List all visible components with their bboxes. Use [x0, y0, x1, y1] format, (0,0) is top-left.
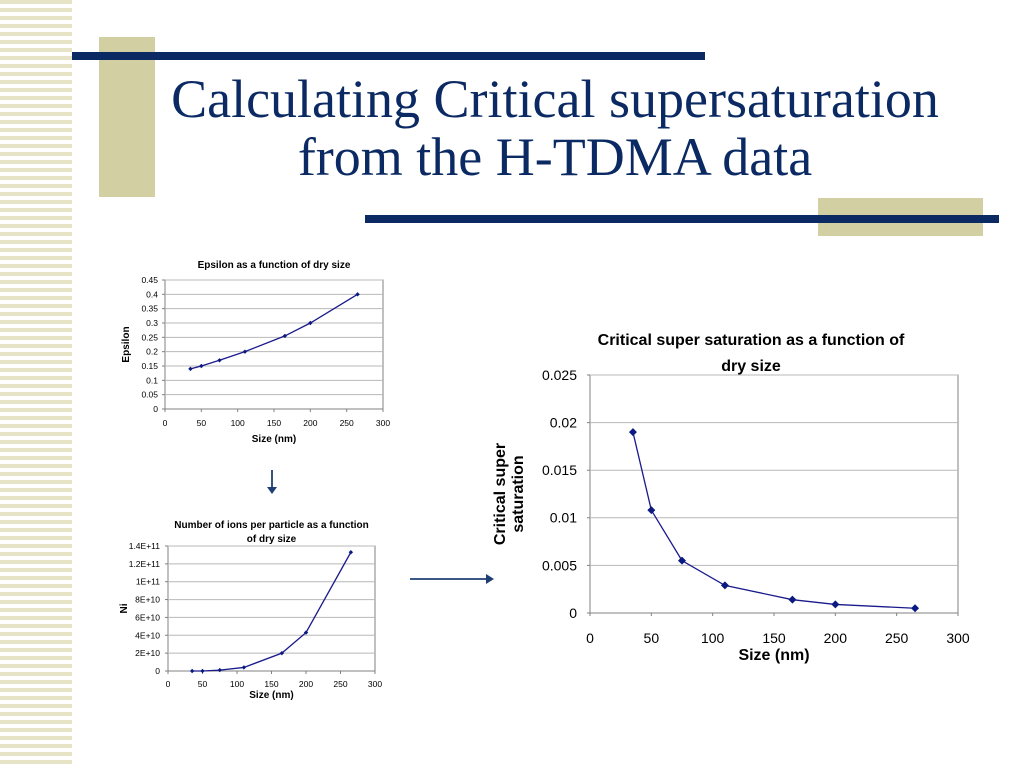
data-point [720, 581, 729, 590]
y-tick-label: 8E+10 [135, 595, 160, 605]
y-tick-label: 0.1 [146, 375, 158, 385]
decorative-rule-bottom [365, 215, 999, 223]
decorative-stripes [0, 0, 72, 768]
y-tick-label: 0.4 [146, 289, 158, 299]
data-point [348, 550, 354, 555]
y-tick-label: 0.02 [550, 415, 577, 431]
y-tick-label: 0.005 [542, 557, 577, 573]
slide-title-line-1: Calculating Critical supersaturation [171, 69, 939, 129]
y-tick-label: 0.45 [141, 275, 158, 285]
chart-3: 0 0.005 0.01 0.015 0.02 0.025 0 50 100 150 200 250 3… [492, 332, 970, 664]
x-tick-label: 100 [701, 630, 725, 646]
data-point [188, 366, 193, 372]
y-tick-label: 0 [569, 605, 577, 621]
data-point [308, 320, 313, 326]
x-tick-label: 100 [230, 679, 244, 689]
data-point [217, 358, 222, 363]
y-tick-label: 1E+11 [136, 577, 160, 587]
y-tick-label: 0.3 [146, 318, 158, 328]
y-axis-label: saturation [510, 455, 527, 532]
x-tick-label: 200 [303, 418, 317, 428]
x-tick-label: 200 [824, 630, 848, 646]
x-tick-label: 300 [376, 418, 390, 428]
x-tick-label: 150 [267, 418, 281, 428]
x-tick-label: 250 [340, 418, 354, 428]
data-point [242, 349, 248, 354]
y-tick-label: 6E+10 [135, 612, 160, 622]
data-point [217, 667, 222, 673]
y-axis-label: Epsilon [121, 326, 132, 362]
x-axis-label: Size (nm) [252, 434, 296, 445]
x-tick-label: 50 [644, 630, 660, 646]
x-tick-label: 250 [885, 630, 909, 646]
x-tick-label: 200 [299, 679, 313, 689]
x-tick-label: 150 [264, 679, 278, 689]
x-tick-label: 0 [166, 679, 171, 689]
chart-1: 0 0.05 0.1 0.15 0.2 0.25 0.3 0.35 0.4 0.45 0 50 100 1… [121, 260, 390, 445]
y-tick-label: 0.25 [141, 332, 158, 342]
chart-title: Number of ions per particle as a functio… [174, 520, 368, 531]
y-tick-label: 0 [153, 404, 158, 414]
chart-2: 0 2E+10 4E+10 6E+10 8E+10 1E+11 1.2E+11 1.4E+11… [119, 520, 382, 701]
x-tick-label: 250 [333, 679, 347, 689]
y-tick-label: 1.2E+11 [129, 559, 161, 569]
slide-title: Calculating Critical supersaturation fro… [100, 70, 1010, 186]
data-point [647, 506, 656, 515]
y-tick-label: 0.15 [141, 361, 158, 371]
chart-title: Critical super saturation as a function … [598, 332, 905, 349]
decorative-rule-top [72, 52, 705, 60]
x-tick-label: 50 [198, 679, 208, 689]
x-tick-label: 150 [762, 630, 786, 646]
y-tick-label: 0.2 [146, 347, 158, 357]
chart-title: of dry size [247, 534, 297, 545]
y-tick-label: 1.4E+11 [129, 541, 161, 551]
x-tick-label: 300 [946, 630, 970, 646]
data-point [628, 428, 637, 437]
y-tick-label: 0 [155, 666, 160, 676]
chart-title: Epsilon as a function of dry size [198, 260, 351, 271]
down-arrow-icon [267, 487, 277, 494]
decorative-block-top [99, 37, 155, 197]
data-point [199, 363, 204, 369]
x-tick-label: 0 [586, 630, 594, 646]
data-point [831, 600, 840, 609]
plot-area [167, 545, 376, 672]
x-tick-label: 50 [197, 418, 207, 428]
x-axis-label: Size (nm) [249, 690, 293, 701]
data-point [282, 333, 288, 339]
data-point [241, 665, 247, 670]
y-axis-label: Critical super [492, 443, 509, 545]
y-tick-label: 2E+10 [135, 648, 160, 658]
x-tick-label: 300 [368, 679, 382, 689]
data-point [788, 595, 797, 604]
y-tick-label: 0.35 [141, 304, 158, 314]
chart-title: dry size [721, 358, 781, 375]
y-tick-label: 0.015 [542, 462, 577, 478]
y-tick-label: 0.01 [550, 510, 577, 526]
data-point [678, 556, 686, 565]
right-arrow-icon [486, 574, 494, 584]
data-point [189, 668, 195, 674]
x-tick-label: 0 [163, 418, 168, 428]
data-point [911, 604, 920, 613]
y-tick-label: 0.05 [141, 390, 158, 400]
x-tick-label: 100 [231, 418, 245, 428]
data-point [279, 650, 285, 656]
y-axis-label: Ni [119, 603, 130, 613]
y-tick-label: 4E+10 [135, 630, 160, 640]
data-point [200, 668, 205, 674]
plot-area [589, 374, 959, 614]
x-axis-label: Size (nm) [738, 647, 809, 664]
slide-title-line-2: from the H-TDMA data [297, 127, 813, 187]
data-point [303, 630, 309, 635]
data-point [355, 292, 360, 297]
y-tick-label: 0.025 [542, 367, 577, 383]
